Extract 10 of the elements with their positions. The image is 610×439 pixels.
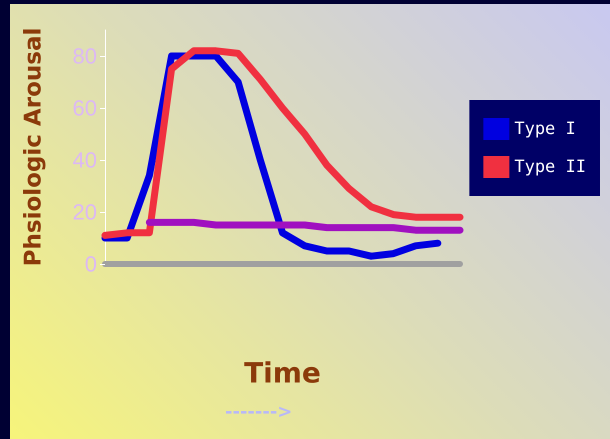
y-axis-title: Phsiologic Arousal [20, 28, 46, 266]
y-tick-label: 80 [72, 44, 97, 68]
legend-label: Type I [514, 119, 576, 139]
text: -------> [225, 402, 292, 422]
y-tick-label: 40 [72, 148, 97, 172]
y-tick-label: 20 [72, 200, 97, 224]
legend-label: Type II [514, 157, 586, 177]
y-tick-label: 60 [72, 96, 97, 120]
y-tick-label: 0 [84, 252, 97, 276]
x-axis-title: Time [244, 356, 321, 390]
